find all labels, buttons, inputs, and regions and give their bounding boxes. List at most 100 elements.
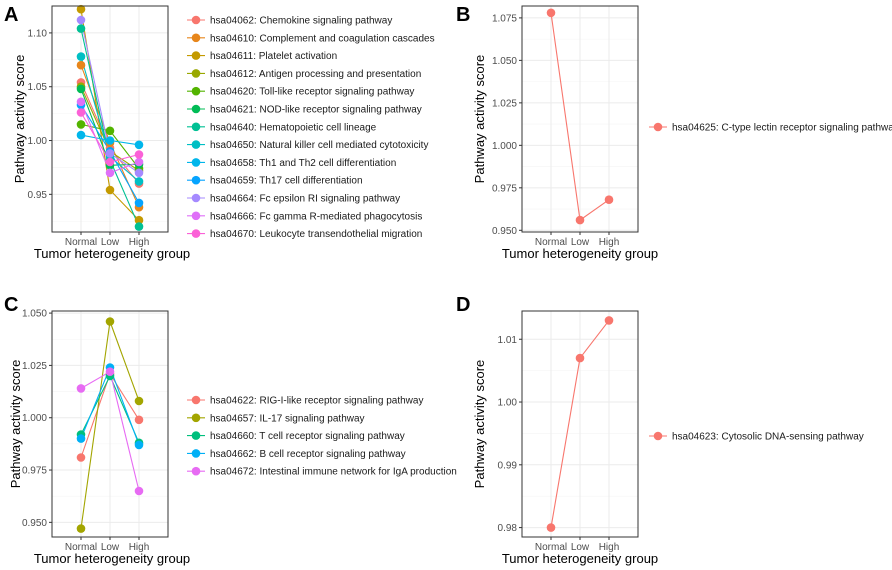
legend-key-point bbox=[191, 158, 201, 167]
data-point bbox=[105, 168, 115, 178]
y-axis-title: Pathway activity score bbox=[472, 55, 487, 184]
x-tick-label: Low bbox=[571, 542, 590, 553]
y-axis-title: Pathway activity score bbox=[8, 360, 23, 489]
legend-label: hsa04620: Toll-like receptor signaling p… bbox=[210, 87, 414, 98]
x-tick-label: High bbox=[129, 542, 150, 553]
legend-key-point bbox=[191, 211, 201, 221]
legend-label: hsa04670: Leukocyte transendothelial mig… bbox=[210, 229, 422, 240]
data-point bbox=[76, 24, 86, 33]
legend-label: hsa04660: T cell receptor signaling path… bbox=[210, 431, 405, 442]
legend-label: hsa04650: Natural killer cell mediated c… bbox=[210, 140, 428, 151]
legend-label: hsa04672: Intestinal immune network for … bbox=[210, 467, 457, 478]
legend-label: hsa04621: NOD-like receptor signaling pa… bbox=[210, 105, 422, 116]
legend-key-point bbox=[191, 33, 201, 43]
y-tick-label: 1.01 bbox=[498, 335, 518, 346]
data-point bbox=[604, 195, 614, 204]
y-tick-label: 0.975 bbox=[492, 183, 517, 194]
legend-key-point bbox=[191, 431, 201, 440]
legend-label: hsa04610: Complement and coagulation cas… bbox=[210, 33, 435, 44]
y-tick-label: 0.95 bbox=[28, 190, 48, 201]
panel-label-a: A bbox=[4, 4, 18, 26]
data-point bbox=[76, 108, 86, 117]
x-tick-label: Normal bbox=[535, 237, 567, 248]
x-axis-title: Tumor heterogeneity group bbox=[502, 551, 658, 566]
x-tick-label: High bbox=[599, 542, 620, 553]
legend-key-point bbox=[191, 86, 201, 96]
data-point bbox=[105, 126, 115, 136]
data-point bbox=[76, 130, 86, 140]
panel-label-d: D bbox=[456, 294, 470, 316]
data-point bbox=[76, 15, 86, 25]
data-point bbox=[546, 8, 556, 18]
data-point bbox=[134, 168, 144, 178]
data-point bbox=[105, 149, 115, 158]
legend-label: hsa04625: C-type lectin receptor signali… bbox=[672, 123, 892, 134]
data-point bbox=[76, 453, 86, 462]
legend-key-point bbox=[653, 431, 663, 441]
x-tick-label: High bbox=[129, 237, 150, 248]
data-point bbox=[76, 60, 86, 70]
panel-label-c: C bbox=[4, 294, 18, 316]
data-point bbox=[134, 177, 144, 186]
y-tick-label: 1.050 bbox=[22, 309, 47, 320]
legend-label: hsa04658: Th1 and Th2 cell differentiati… bbox=[210, 158, 396, 169]
legend-label: hsa04657: IL-17 signaling pathway bbox=[210, 413, 365, 424]
y-tick-label: 1.025 bbox=[22, 361, 47, 372]
data-point bbox=[604, 316, 614, 325]
legend-key-point bbox=[191, 69, 201, 78]
legend-key-point bbox=[191, 140, 201, 149]
panel-b: B 0.950 0.975 1.000 1.025 1.050 1.075 Normal L… bbox=[456, 4, 892, 261]
legend-key-point bbox=[191, 449, 201, 458]
data-point bbox=[134, 486, 144, 496]
y-tick-label: 0.950 bbox=[22, 518, 47, 529]
panel-label-b: B bbox=[456, 4, 470, 26]
y-tick-label: 1.000 bbox=[492, 141, 517, 152]
panel-c: C 0.950 0.975 1.000 1.025 1.050 Normal Low Hig… bbox=[4, 294, 457, 566]
legend-key-point bbox=[191, 466, 201, 476]
y-tick-label: 1.05 bbox=[28, 82, 48, 93]
legend-label: hsa04612: Antigen processing and present… bbox=[210, 69, 421, 80]
legend-label: hsa04062: Chemokine signaling pathway bbox=[210, 16, 392, 27]
data-point bbox=[546, 523, 556, 532]
data-point bbox=[76, 524, 86, 533]
y-axis-title: Pathway activity score bbox=[472, 360, 487, 489]
y-tick-label: 1.10 bbox=[28, 28, 48, 39]
x-tick-label: Normal bbox=[65, 542, 97, 553]
legend-key-point bbox=[191, 395, 201, 405]
data-point bbox=[76, 97, 86, 107]
y-tick-label: 1.00 bbox=[498, 398, 518, 409]
data-point bbox=[105, 317, 115, 326]
data-point bbox=[134, 440, 144, 450]
x-axis-title: Tumor heterogeneity group bbox=[34, 246, 190, 261]
legend-key-point bbox=[191, 51, 201, 60]
data-point bbox=[105, 136, 115, 145]
legend-key-point bbox=[191, 229, 201, 238]
legend-key-point bbox=[653, 122, 663, 132]
legend-key-point bbox=[191, 122, 201, 132]
y-tick-label: 1.050 bbox=[492, 56, 517, 67]
data-point bbox=[575, 215, 585, 225]
x-tick-label: Normal bbox=[535, 542, 567, 553]
legend-label: hsa04666: Fc gamma R-mediated phagocytos… bbox=[210, 211, 422, 222]
y-tick-label: 0.99 bbox=[498, 460, 518, 471]
x-axis-title: Tumor heterogeneity group bbox=[34, 551, 190, 566]
data-point bbox=[105, 157, 115, 167]
x-axis-title: Tumor heterogeneity group bbox=[502, 246, 658, 261]
data-point bbox=[105, 367, 115, 377]
data-point bbox=[575, 353, 585, 363]
x-tick-label: Normal bbox=[65, 237, 97, 248]
data-point bbox=[76, 52, 86, 61]
data-point bbox=[76, 434, 86, 443]
y-tick-label: 1.025 bbox=[492, 98, 517, 109]
data-point bbox=[134, 215, 144, 225]
y-tick-label: 1.00 bbox=[28, 136, 48, 147]
data-point bbox=[76, 120, 86, 129]
x-tick-label: Low bbox=[571, 237, 590, 248]
y-axis-title: Pathway activity score bbox=[12, 55, 27, 184]
x-tick-label: Low bbox=[101, 542, 120, 553]
x-tick-label: Low bbox=[101, 237, 120, 248]
data-point bbox=[76, 384, 86, 393]
legend-key-point bbox=[191, 15, 201, 25]
y-tick-label: 0.975 bbox=[22, 466, 47, 477]
